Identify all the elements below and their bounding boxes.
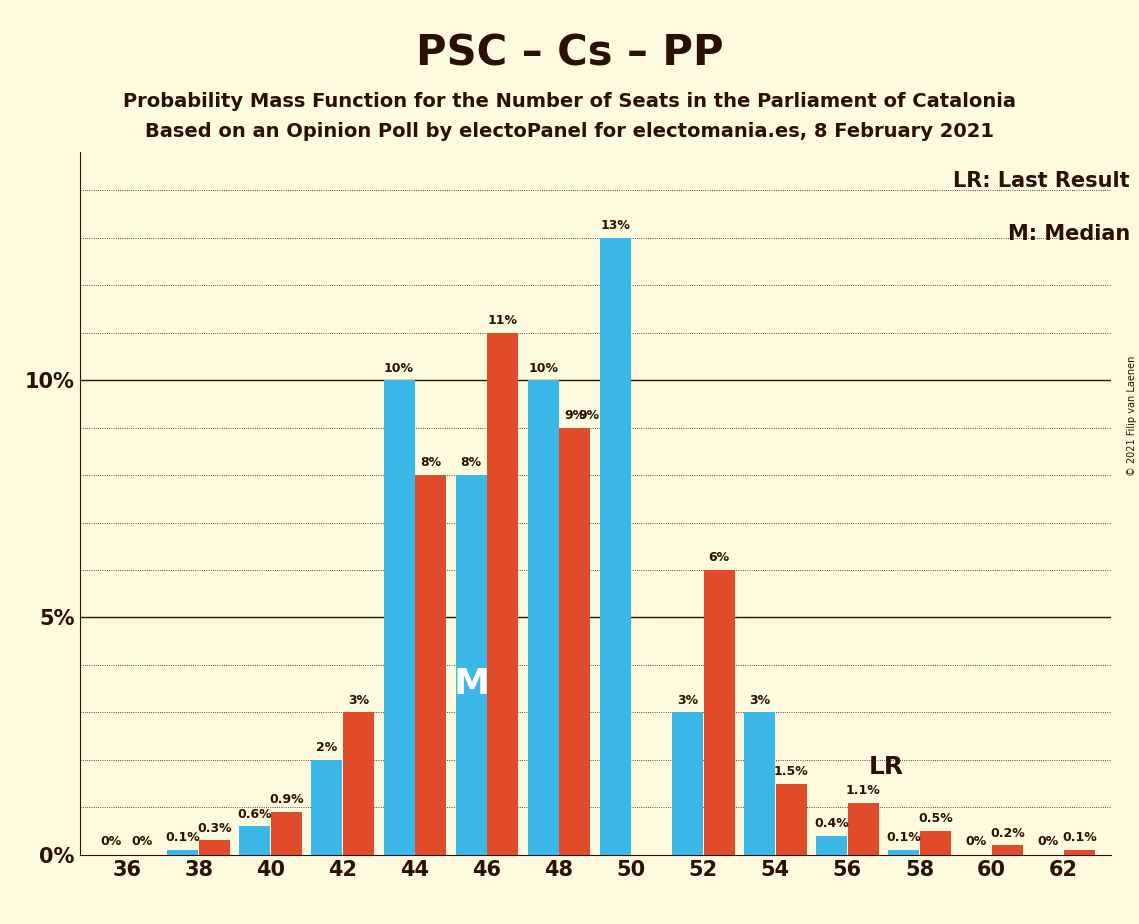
Text: 3%: 3% <box>349 694 369 707</box>
Text: 10%: 10% <box>384 361 415 374</box>
Text: 0%: 0% <box>965 834 986 847</box>
Text: 0%: 0% <box>132 834 153 847</box>
Text: Based on an Opinion Poll by electoPanel for electomania.es, 8 February 2021: Based on an Opinion Poll by electoPanel … <box>145 122 994 141</box>
Text: 6%: 6% <box>708 552 730 565</box>
Bar <box>847 803 879 855</box>
Bar <box>992 845 1023 855</box>
Bar <box>704 570 735 855</box>
Text: 2%: 2% <box>317 741 337 754</box>
Bar <box>1064 850 1095 855</box>
Text: 10%: 10% <box>528 361 558 374</box>
Text: 0.3%: 0.3% <box>197 821 232 834</box>
Text: 8%: 8% <box>420 456 441 469</box>
Bar <box>167 850 198 855</box>
Text: 0.4%: 0.4% <box>814 817 849 830</box>
Text: M: M <box>453 667 489 701</box>
Bar <box>271 812 302 855</box>
Text: Probability Mass Function for the Number of Seats in the Parliament of Catalonia: Probability Mass Function for the Number… <box>123 92 1016 112</box>
Bar <box>343 712 375 855</box>
Text: 11%: 11% <box>487 314 518 327</box>
Text: 0.6%: 0.6% <box>238 808 272 821</box>
Text: 0.1%: 0.1% <box>1063 832 1097 845</box>
Bar <box>816 835 847 855</box>
Text: 0%: 0% <box>100 834 122 847</box>
Text: LR: Last Result: LR: Last Result <box>953 172 1130 191</box>
Text: 9%: 9% <box>579 409 599 422</box>
Text: 1.5%: 1.5% <box>773 765 809 778</box>
Text: 0.5%: 0.5% <box>918 812 952 825</box>
Bar <box>559 428 590 855</box>
Text: 3%: 3% <box>677 694 698 707</box>
Text: 8%: 8% <box>460 456 482 469</box>
Bar <box>672 712 703 855</box>
Text: 1.1%: 1.1% <box>846 784 880 796</box>
Bar <box>744 712 775 855</box>
Bar <box>600 237 631 855</box>
Bar <box>199 841 230 855</box>
Bar <box>456 475 486 855</box>
Text: 9%: 9% <box>565 409 585 422</box>
Text: 0.9%: 0.9% <box>269 794 304 807</box>
Bar <box>776 784 806 855</box>
Text: 0.1%: 0.1% <box>165 832 200 845</box>
Bar <box>311 760 343 855</box>
Bar <box>920 831 951 855</box>
Text: PSC – Cs – PP: PSC – Cs – PP <box>416 32 723 74</box>
Bar <box>239 826 270 855</box>
Text: 13%: 13% <box>600 219 630 232</box>
Text: 0.2%: 0.2% <box>990 826 1025 840</box>
Bar <box>384 380 415 855</box>
Text: © 2021 Filip van Laenen: © 2021 Filip van Laenen <box>1126 356 1137 476</box>
Bar <box>487 333 518 855</box>
Bar <box>527 380 559 855</box>
Text: 0%: 0% <box>1038 834 1058 847</box>
Text: 3%: 3% <box>749 694 770 707</box>
Bar <box>416 475 446 855</box>
Bar <box>888 850 919 855</box>
Text: 0.1%: 0.1% <box>886 832 921 845</box>
Text: LR: LR <box>869 755 904 779</box>
Text: M: Median: M: Median <box>1008 224 1130 244</box>
